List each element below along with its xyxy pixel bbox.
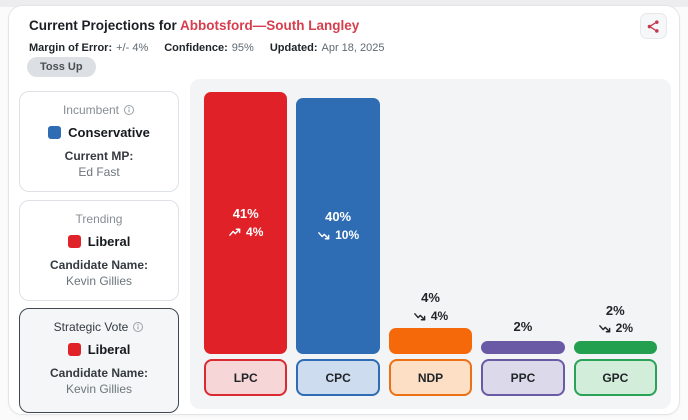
strategic-vote-party-name: Liberal (87, 342, 131, 357)
status-badge: Toss Up (27, 57, 96, 77)
trending-card-title: Trending (20, 212, 178, 226)
chart-column-ndp: 4% 4% NDP (388, 289, 473, 396)
trending-detail-value: Kevin Gillies (65, 274, 133, 288)
share-button[interactable] (640, 13, 667, 39)
margin-of-error-value: +/- 4% (116, 42, 149, 54)
bar-trend-ndp: 4% (389, 308, 472, 325)
bar-trend-cpc: 10% (317, 227, 359, 244)
party-tag-cpc: CPC (296, 359, 380, 396)
meta-row: Margin of Error: +/- 4% Confidence: 95% Up… (29, 42, 385, 54)
incumbent-party-row: Conservative (20, 125, 178, 140)
bar-value-ppc: 2% (513, 319, 533, 335)
chart-column-gpc: 2% 2% GPC (573, 302, 658, 396)
party-color-swatch (48, 126, 62, 139)
incumbent-party-name: Conservative (68, 125, 150, 140)
party-color-swatch (67, 343, 81, 356)
projection-bar-chart: 41% 4% LPC 40% 10% CPC 4% 4% NDP 2% PPC 2% 2% GPC (190, 79, 671, 409)
bar-ndp (388, 328, 473, 354)
strategic-vote-title-text: Strategic Vote (53, 320, 129, 334)
info-icon[interactable] (132, 321, 144, 333)
trending-detail-label: Candidate Name: (49, 258, 149, 272)
party-tag-ppc: PPC (481, 359, 565, 396)
bar-value-cpc: 40% (325, 209, 352, 225)
trend-down-icon (413, 312, 426, 320)
trending-party-row: Liberal (20, 234, 178, 249)
strategic-vote-detail-value: Kevin Gillies (65, 382, 133, 396)
incumbent-detail-value: Ed Fast (78, 165, 120, 179)
bar-label-ppc: 2% (481, 318, 564, 337)
projection-card: Current Projections for Abbotsford—South… (8, 5, 680, 415)
party-tag-gpc: GPC (573, 359, 658, 396)
page-title: Current Projections for Abbotsford—South… (29, 18, 359, 33)
updated: Updated: Apr 18, 2025 (270, 42, 385, 54)
strategic-vote-card-title: Strategic Vote (20, 320, 178, 334)
chart-column-cpc: 40% 10% CPC (296, 98, 380, 396)
trend-down-icon (318, 231, 330, 240)
trend-up-icon (229, 228, 241, 236)
trending-card: Trending Liberal Candidate Name: Kevin G… (19, 200, 179, 301)
strategic-vote-card: Strategic Vote Liberal Candidate Name: K… (19, 308, 179, 413)
trending-party-name: Liberal (87, 234, 131, 249)
incumbent-detail-label: Current MP: (64, 149, 134, 163)
page-top-strip (0, 0, 688, 7)
incumbent-title-text: Incumbent (62, 103, 120, 117)
bar-trend-lpc: 4% (228, 224, 263, 241)
updated-value: Apr 18, 2025 (321, 42, 385, 54)
trend-value-gpc: 2% (615, 321, 633, 336)
bar-label-cpc: 40% 10% (296, 98, 379, 354)
title-prefix: Current Projections for (29, 18, 177, 33)
trend-value-lpc: 4% (246, 224, 264, 239)
margin-of-error-label: Margin of Error: (29, 42, 113, 54)
incumbent-card: Incumbent Conservative Current MP: Ed Fa… (19, 91, 179, 192)
share-icon (647, 19, 659, 33)
bar-value-lpc: 41% (232, 205, 259, 221)
chart-column-lpc: 41% 4% LPC (204, 91, 288, 396)
party-tag-lpc: LPC (204, 359, 288, 396)
trend-value-cpc: 10% (335, 228, 360, 243)
confidence-label: Confidence: (164, 42, 228, 54)
bar-value-gpc: 2% (605, 302, 625, 318)
trending-title-text: Trending (75, 212, 123, 226)
strategic-vote-detail-label: Candidate Name: (49, 366, 149, 380)
riding-name: Abbotsford—South Langley (180, 18, 360, 33)
confidence: Confidence: 95% (164, 42, 254, 54)
margin-of-error: Margin of Error: +/- 4% (29, 42, 148, 54)
bar-value-ndp: 4% (421, 289, 440, 305)
bar-gpc (573, 341, 658, 354)
strategic-vote-party-row: Liberal (20, 342, 178, 357)
trend-value-ndp: 4% (430, 308, 449, 323)
bar-ppc (481, 341, 565, 354)
bar-label-gpc: 2% 2% (574, 302, 657, 338)
bar-lpc: 41% 4% (204, 91, 288, 354)
bar-trend-gpc: 2% (574, 320, 657, 337)
party-tag-ndp: NDP (388, 359, 473, 396)
bar-label-ndp: 4% 4% (389, 289, 472, 325)
incumbent-card-title: Incumbent (20, 103, 178, 117)
info-icon[interactable] (123, 104, 135, 116)
bar-label-lpc: 41% 4% (204, 92, 287, 354)
trend-down-icon (598, 325, 610, 333)
updated-label: Updated: (269, 42, 318, 54)
party-color-swatch (67, 235, 81, 248)
confidence-value: 95% (231, 42, 254, 54)
chart-column-ppc: 2% PPC (481, 318, 565, 396)
chart-columns: 41% 4% LPC 40% 10% CPC 4% 4% NDP 2% PPC 2% 2% GPC (190, 79, 671, 409)
bar-cpc: 40% 10% (296, 98, 380, 354)
